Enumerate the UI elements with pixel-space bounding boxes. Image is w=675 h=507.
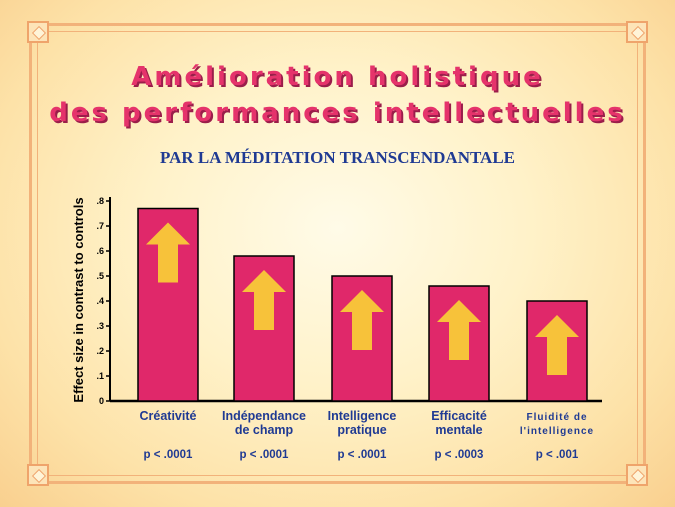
p-value-label: p < .0003: [435, 449, 484, 461]
title-line-1: Amélioration holistique: [131, 62, 544, 92]
y-tick-label: .2: [96, 346, 104, 356]
corner-ornament-icon: [27, 464, 49, 486]
up-arrow-icon: [146, 222, 190, 283]
subtitle: PAR LA MÉDITATION TRANSCENDANTALE: [160, 148, 515, 167]
up-arrow-icon: [242, 270, 286, 330]
category-label: Efficacité mentale: [431, 409, 487, 437]
y-tick-label: .7: [96, 221, 104, 231]
category-label: Indépendance de champ: [222, 409, 306, 437]
category-label: Créativité: [140, 409, 197, 423]
y-tick-label: .3: [96, 321, 104, 331]
category-label: Fluidité de l'intelligence: [520, 412, 594, 437]
corner-ornament-icon: [27, 21, 49, 43]
y-tick-label: 0: [99, 396, 104, 406]
up-arrow-icon: [535, 315, 579, 375]
inner-frame: [37, 31, 638, 476]
title-line-2: des performances intellectuelles: [49, 98, 626, 128]
y-tick-label: .5: [96, 271, 104, 281]
p-value-label: p < .0001: [240, 449, 290, 461]
y-tick-label: .8: [96, 196, 104, 206]
y-axis-label: Effect size in contrast to controls: [71, 197, 86, 402]
up-arrow-icon: [437, 300, 481, 360]
p-value-label: p < .0001: [144, 449, 194, 461]
corner-ornament-icon: [626, 21, 648, 43]
y-tick-label: .1: [96, 371, 104, 381]
y-tick-label: .6: [96, 246, 104, 256]
p-value-label: p < .001: [536, 449, 579, 461]
outer-frame: [29, 23, 646, 484]
corner-ornament-icon: [626, 464, 648, 486]
p-value-label: p < .0001: [338, 449, 388, 461]
up-arrow-icon: [340, 290, 384, 350]
category-label: Intelligence pratique: [328, 409, 397, 437]
y-tick-label: .4: [96, 296, 104, 306]
